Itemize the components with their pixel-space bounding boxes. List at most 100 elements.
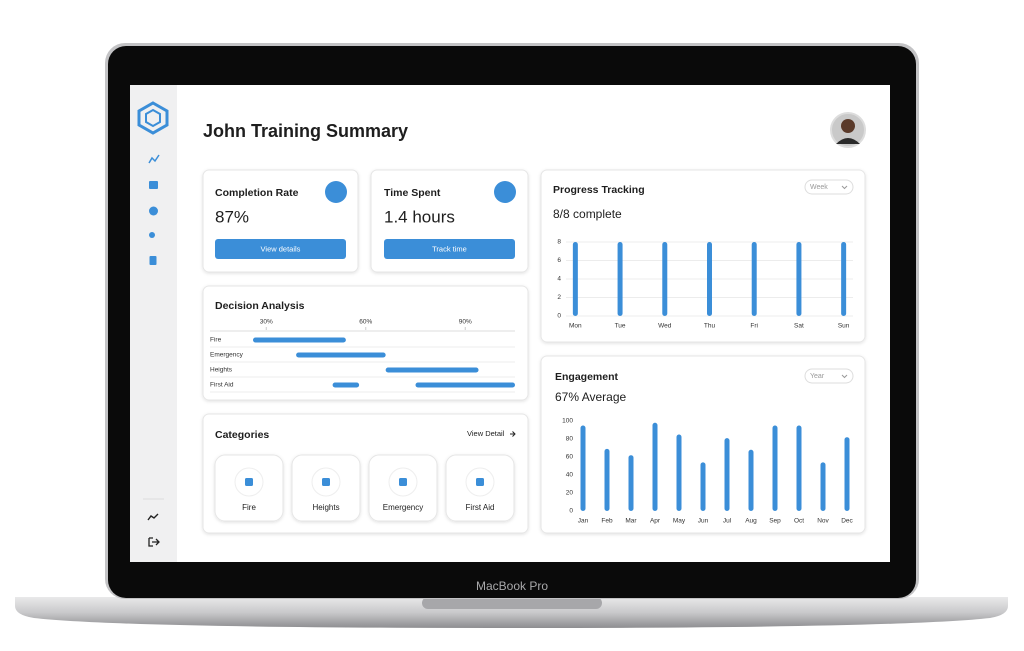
x-tick-label: May bbox=[673, 518, 686, 525]
category-label: First Aid bbox=[466, 503, 495, 512]
nav-logout[interactable] bbox=[148, 537, 160, 547]
avatar-body bbox=[836, 138, 860, 144]
stat-icon bbox=[325, 181, 347, 203]
x-tick-label: Sat bbox=[794, 323, 804, 330]
bar bbox=[628, 455, 634, 511]
category-icon bbox=[322, 478, 330, 486]
nav-tasks[interactable] bbox=[149, 206, 158, 216]
y-tick-label: 60 bbox=[566, 454, 574, 461]
x-tick-label: Thu bbox=[704, 323, 716, 330]
logo bbox=[137, 101, 169, 135]
period-dropdown[interactable] bbox=[804, 179, 854, 195]
period-label: Week bbox=[810, 184, 828, 191]
x-tick-label: 90% bbox=[459, 319, 472, 326]
y-tick-label: 2 bbox=[557, 294, 561, 301]
y-tick-label: 6 bbox=[557, 257, 561, 264]
device-label: MacBook Pro bbox=[476, 579, 548, 593]
bar bbox=[662, 242, 668, 316]
range-bar bbox=[332, 382, 360, 388]
stat-button-label: View details bbox=[261, 244, 301, 253]
y-tick-label: 0 bbox=[569, 508, 573, 515]
x-tick-label: Apr bbox=[650, 518, 661, 525]
stat-title: Time Spent bbox=[384, 187, 441, 199]
x-tick-label: Mar bbox=[625, 518, 637, 525]
y-tick-label: 4 bbox=[557, 276, 561, 283]
nav-dashboard[interactable] bbox=[149, 181, 158, 189]
x-tick-label: 30% bbox=[260, 319, 273, 326]
bar bbox=[751, 242, 757, 316]
arrow-icon bbox=[510, 431, 516, 437]
nav-trends[interactable] bbox=[147, 513, 159, 521]
chevron bbox=[841, 185, 848, 190]
range-bar bbox=[296, 352, 386, 358]
stat-value: 87% bbox=[215, 207, 249, 226]
engagement-title: Engagement bbox=[555, 371, 619, 383]
range-bar bbox=[385, 367, 479, 373]
bar bbox=[707, 242, 712, 316]
bar bbox=[676, 434, 682, 511]
y-tick-label: 8 bbox=[557, 239, 561, 246]
progress-title: Progress Tracking bbox=[553, 184, 645, 196]
period-dropdown[interactable] bbox=[804, 368, 854, 384]
y-tick-label: 40 bbox=[566, 472, 574, 479]
y-tick-label: 20 bbox=[566, 490, 574, 497]
bar bbox=[700, 462, 706, 511]
stat-icon bbox=[494, 181, 516, 203]
bar bbox=[796, 242, 802, 316]
y-tick-label: 80 bbox=[566, 436, 574, 443]
x-tick-label: Fri bbox=[750, 323, 758, 330]
x-tick-label: Tue bbox=[615, 323, 626, 330]
category-icon bbox=[476, 478, 484, 486]
progress-subtitle: 8/8 complete bbox=[553, 207, 622, 221]
x-tick-label: Dec bbox=[841, 518, 853, 525]
range-bar bbox=[253, 337, 346, 343]
bar bbox=[724, 438, 730, 511]
row-label: Emergency bbox=[210, 352, 244, 359]
sidebar-icons bbox=[148, 154, 160, 265]
bar bbox=[841, 242, 847, 316]
laptop-base bbox=[15, 597, 1008, 628]
y-tick-label: 100 bbox=[562, 418, 573, 425]
stat-button[interactable] bbox=[384, 239, 515, 259]
category-icon bbox=[399, 478, 407, 486]
stat-button[interactable] bbox=[215, 239, 346, 259]
row-label: Fire bbox=[210, 337, 222, 344]
bar bbox=[820, 462, 826, 511]
category-icon bbox=[245, 478, 253, 486]
category-label: Fire bbox=[242, 503, 256, 512]
nav-analytics[interactable] bbox=[148, 154, 160, 164]
bar bbox=[748, 449, 754, 511]
avatar-face bbox=[841, 119, 855, 133]
decision-title: Decision Analysis bbox=[215, 300, 305, 312]
period-label: Year bbox=[810, 373, 825, 380]
bar bbox=[796, 425, 802, 511]
nav-docs[interactable] bbox=[149, 256, 157, 265]
engagement-card bbox=[540, 355, 866, 534]
bar bbox=[772, 425, 778, 511]
page-title: John Training Summary bbox=[203, 121, 408, 141]
chevron bbox=[841, 374, 848, 379]
x-tick-label: Jun bbox=[698, 518, 709, 525]
engagement-subtitle: 67% Average bbox=[555, 390, 626, 404]
bar bbox=[604, 448, 610, 511]
view-detail-link[interactable]: View Detail bbox=[467, 429, 505, 438]
bar bbox=[572, 242, 578, 316]
bar bbox=[617, 242, 623, 316]
y-tick-label: 0 bbox=[557, 313, 561, 320]
x-tick-label: 60% bbox=[359, 319, 372, 326]
bar bbox=[580, 425, 586, 511]
x-tick-label: Mon bbox=[569, 323, 582, 330]
row-label: Heights bbox=[210, 367, 233, 374]
x-tick-label: Jan bbox=[578, 518, 589, 525]
x-tick-label: Feb bbox=[601, 518, 613, 525]
category-label: Heights bbox=[312, 503, 339, 512]
x-tick-label: Wed bbox=[658, 323, 672, 330]
stat-button-label: Track time bbox=[432, 244, 467, 253]
x-tick-label: Sep bbox=[769, 518, 781, 525]
category-label: Emergency bbox=[383, 503, 423, 512]
bar bbox=[844, 437, 850, 511]
stat-title: Completion Rate bbox=[215, 187, 299, 199]
nav-users[interactable] bbox=[149, 232, 155, 238]
row-label: First Aid bbox=[210, 382, 234, 389]
